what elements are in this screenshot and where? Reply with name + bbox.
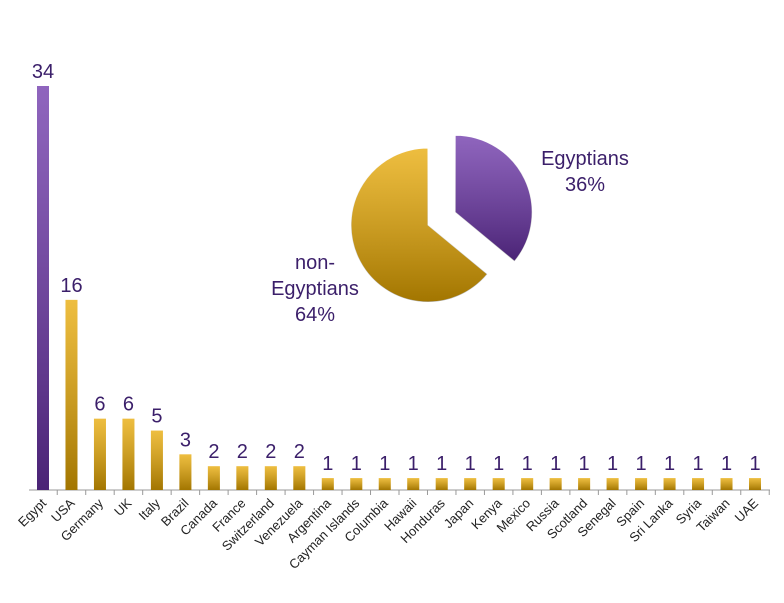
value-label: 1 bbox=[550, 453, 561, 475]
slice-percent: 36% bbox=[564, 174, 606, 196]
bar bbox=[692, 478, 705, 490]
bar bbox=[407, 478, 420, 490]
bar bbox=[207, 466, 220, 490]
x-tick-label: Egypt bbox=[15, 495, 49, 529]
bar bbox=[236, 466, 249, 490]
bar bbox=[264, 466, 277, 490]
value-label: 1 bbox=[692, 453, 703, 475]
value-label: 2 bbox=[294, 441, 305, 463]
bar bbox=[150, 430, 163, 490]
bar bbox=[464, 478, 477, 490]
bar bbox=[635, 478, 648, 490]
bar bbox=[492, 478, 505, 490]
value-label: 2 bbox=[208, 441, 219, 463]
bar bbox=[293, 466, 306, 490]
value-label: 1 bbox=[636, 453, 647, 475]
value-label: 5 bbox=[151, 406, 162, 428]
bar bbox=[606, 478, 619, 490]
x-tick-label: UAE bbox=[732, 495, 762, 525]
bar bbox=[93, 418, 106, 490]
value-label: 1 bbox=[721, 453, 732, 475]
bar bbox=[378, 478, 391, 490]
value-label: 2 bbox=[237, 441, 248, 463]
bar bbox=[749, 478, 761, 490]
pie-label: non-Egyptians 64% bbox=[270, 250, 360, 328]
bar bbox=[65, 299, 78, 490]
bar bbox=[321, 478, 334, 490]
value-label: 6 bbox=[94, 394, 105, 416]
bar bbox=[720, 478, 733, 490]
slice-name: non-Egyptians bbox=[271, 252, 359, 300]
slice-percent: 64% bbox=[294, 304, 336, 326]
value-label: 1 bbox=[749, 453, 760, 475]
value-label: 3 bbox=[180, 429, 191, 451]
value-label: 1 bbox=[436, 453, 447, 475]
value-label: 1 bbox=[408, 453, 419, 475]
value-label: 1 bbox=[579, 453, 590, 475]
value-label: 1 bbox=[493, 453, 504, 475]
x-tick-label: UK bbox=[111, 495, 135, 519]
value-label: 1 bbox=[322, 453, 333, 475]
value-label: 1 bbox=[351, 453, 362, 475]
value-label: 1 bbox=[379, 453, 390, 475]
bar bbox=[578, 478, 591, 490]
slice-name: Egyptians bbox=[541, 148, 629, 170]
pie-label: Egyptians 36% bbox=[520, 146, 650, 198]
bar bbox=[663, 478, 676, 490]
value-label: 2 bbox=[265, 441, 276, 463]
bar bbox=[37, 86, 49, 490]
bar bbox=[521, 478, 534, 490]
bar bbox=[549, 478, 562, 490]
bar bbox=[350, 478, 363, 490]
value-label: 1 bbox=[522, 453, 533, 475]
value-label: 1 bbox=[664, 453, 675, 475]
bar bbox=[435, 478, 448, 490]
bar bbox=[122, 418, 135, 490]
value-label: 1 bbox=[607, 453, 618, 475]
value-label: 1 bbox=[465, 453, 476, 475]
value-label: 34 bbox=[32, 61, 54, 83]
bar bbox=[179, 454, 192, 490]
value-label: 16 bbox=[60, 275, 82, 297]
value-label: 6 bbox=[123, 394, 134, 416]
